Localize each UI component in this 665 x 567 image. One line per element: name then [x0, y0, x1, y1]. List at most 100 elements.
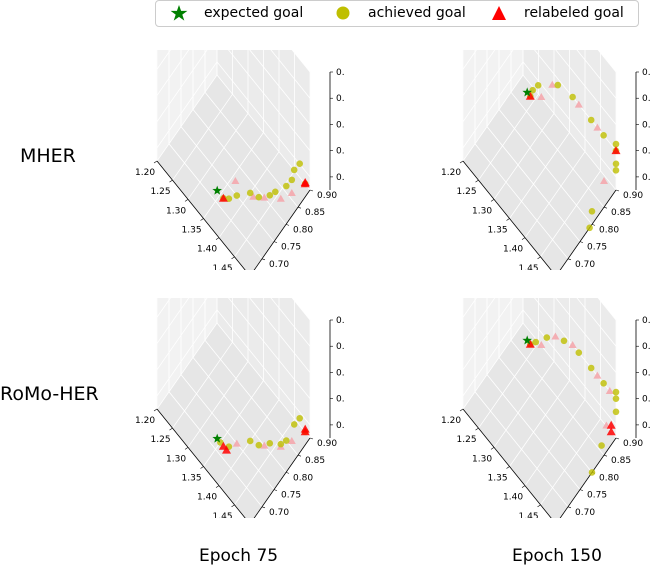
x-tick-label: 1.30: [472, 206, 492, 216]
achieved-goal-point: [277, 440, 285, 448]
relabeled-goal-point: [537, 93, 546, 101]
y-tick: [309, 437, 314, 440]
z-tick-label: 0.48: [336, 94, 344, 104]
y-tick: [261, 258, 266, 261]
legend-label-achieved: achieved goal: [368, 5, 466, 21]
y-tick-label: 0.85: [611, 456, 631, 466]
circle-icon: [336, 6, 350, 20]
z-tick-label: 0.44: [642, 147, 650, 157]
y-tick-label: 0.90: [317, 439, 337, 449]
relabeled-goal-point: [593, 123, 602, 131]
achieved-goal-point: [600, 380, 607, 387]
relabeled-goal-point: [574, 100, 583, 108]
y-tick: [567, 506, 572, 509]
relabeled-goal-point: [525, 91, 535, 100]
y-tick: [297, 454, 302, 457]
relabeled-goal-point: [231, 177, 240, 185]
achieved-goal-point: [612, 167, 620, 174]
relabeled-goal-point: [287, 436, 296, 444]
x-tick: [184, 199, 189, 202]
x-tick: [521, 485, 526, 488]
x-tick: [200, 466, 204, 469]
x-tick: [200, 218, 204, 221]
y-tick-label: 0.75: [587, 491, 607, 501]
achieved-goal-point: [266, 192, 274, 199]
relabeled-goal-point: [548, 80, 557, 88]
x-tick-label: 1.45: [213, 512, 233, 518]
z-tick-label: 0.50: [336, 68, 344, 78]
x-tick: [490, 199, 495, 202]
x-tick: [169, 179, 173, 183]
relabeled-goal-point: [222, 445, 231, 454]
relabeled-goal-point: [551, 332, 560, 340]
y-tick-label: 0.90: [623, 191, 643, 201]
y-tick: [603, 206, 608, 209]
gridline-y: [168, 273, 263, 508]
x-tick-label: 1.30: [166, 206, 186, 216]
z-tick-label: 0.46: [642, 120, 650, 130]
z-tick-label: 0.44: [642, 395, 650, 405]
y-tick-label: 0.70: [575, 508, 595, 518]
achieved-goal-point: [288, 176, 296, 184]
gridline-y: [474, 25, 569, 260]
x-tick: [231, 256, 235, 260]
row-label-mher: MHER: [20, 145, 76, 167]
x-tick: [459, 160, 464, 164]
x-tick: [506, 218, 510, 221]
relabeled-goal-point: [525, 339, 535, 348]
y-tick: [615, 437, 620, 440]
gridline-y: [474, 273, 569, 508]
y-tick: [309, 189, 314, 192]
x-tick-label: 1.40: [197, 493, 217, 503]
achieved-goal-point: [255, 441, 263, 449]
relabeled-goal-point: [568, 341, 577, 348]
x-tick-label: 1.35: [488, 474, 508, 484]
achieved-goal-point: [283, 437, 290, 444]
x-tick: [521, 237, 526, 240]
gridline-y: [216, 0, 311, 191]
expected-goal-point: [522, 87, 532, 97]
relabeled-goal-point: [300, 177, 310, 186]
relabeled-goal-point: [606, 427, 616, 436]
y-tick: [579, 241, 584, 243]
achieved-goal-point: [529, 86, 536, 94]
y-tick: [591, 224, 596, 226]
achieved-goal-point: [569, 93, 576, 101]
relabeled-goal-point: [300, 424, 310, 433]
x-tick-label: 1.35: [182, 226, 202, 236]
y-tick: [285, 224, 290, 226]
chart-panel-mher-epoch150: 1.201.251.301.351.401.451.500.650.700.75…: [418, 0, 662, 293]
achieved-goal-point: [290, 421, 298, 428]
relabeled-goal-point: [260, 441, 269, 449]
z-tick-label: 0.46: [642, 368, 650, 378]
x-tick: [184, 447, 189, 450]
x-tick-label: 1.25: [457, 187, 477, 197]
x-tick-label: 1.35: [488, 226, 508, 236]
x-tick-label: 1.45: [213, 264, 233, 270]
expected-goal-point: [522, 335, 532, 345]
z-tick-label: 0.46: [336, 368, 344, 378]
y-tick: [285, 472, 290, 474]
y-tick-label: 0.85: [305, 456, 325, 466]
y-tick-label: 0.85: [305, 208, 325, 218]
x-tick: [459, 408, 464, 412]
chart-panel-mher-epoch75: 1.201.251.301.351.401.451.500.650.700.75…: [112, 0, 356, 293]
z-tick-label: 0.42: [336, 421, 344, 431]
z-tick-label: 0.48: [642, 94, 650, 104]
y-axis-line: [249, 437, 311, 525]
y-tick-label: 0.90: [317, 191, 337, 201]
x-tick-label: 1.20: [441, 416, 461, 426]
achieved-goal-point: [272, 188, 279, 196]
x-tick: [169, 427, 173, 431]
x-tick-label: 1.20: [441, 168, 461, 178]
relabeled-goal-point: [606, 420, 616, 429]
y-tick: [615, 189, 620, 192]
achieved-goal-point: [560, 337, 568, 345]
relabeled-goal-point: [611, 146, 621, 155]
relabeled-goal-point: [218, 193, 228, 202]
x-tick: [475, 427, 479, 431]
y-tick: [567, 258, 572, 261]
x-tick-label: 1.25: [151, 187, 171, 197]
relabeled-goal-point: [249, 192, 258, 200]
column-label-epoch150: Epoch 150: [512, 546, 602, 566]
